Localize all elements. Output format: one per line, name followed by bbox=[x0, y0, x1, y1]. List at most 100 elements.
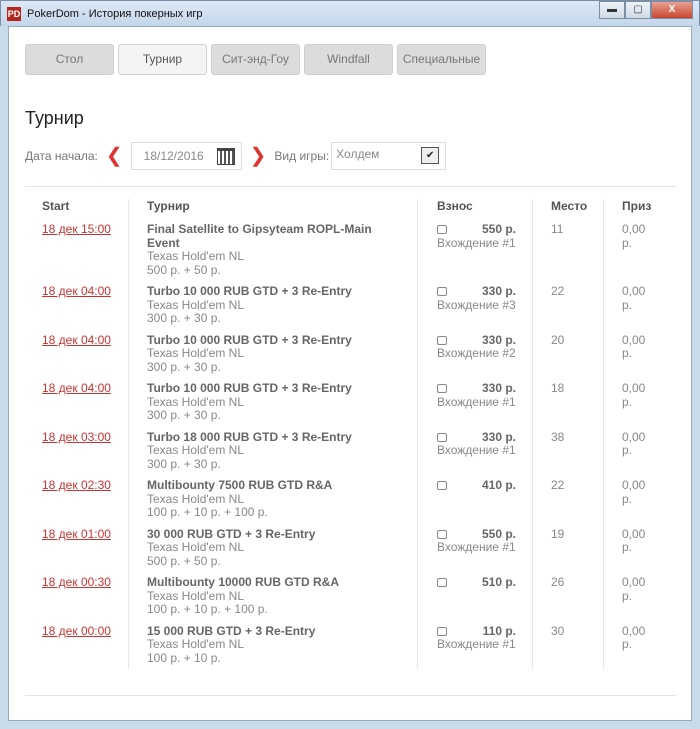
start-time-link[interactable]: 18 дек 04:00 bbox=[42, 284, 111, 298]
buyin-cell: 110 р. Вхождение #1 bbox=[437, 624, 516, 652]
col-place[interactable]: Место bbox=[551, 199, 588, 213]
prize-cell: 0,00 р. bbox=[622, 478, 645, 506]
buyin-breakdown: 100 р. + 10 р. + 100 р. bbox=[147, 602, 268, 616]
place-value: 20 bbox=[551, 332, 565, 347]
start-time-link[interactable]: 18 дек 15:00 bbox=[42, 222, 111, 236]
tab-windfall[interactable]: Windfall bbox=[304, 44, 393, 75]
date-value: 18/12/2016 bbox=[143, 149, 204, 163]
fee-line: 550 р. bbox=[437, 222, 516, 237]
place-value: 19 bbox=[551, 526, 565, 541]
start-time-link[interactable]: 18 дек 03:00 bbox=[42, 429, 111, 444]
fee-line: 330 р. bbox=[437, 333, 516, 348]
prize-currency: р. bbox=[622, 235, 633, 250]
prize-currency: р. bbox=[622, 443, 633, 457]
buyin-breakdown: 300 р. + 30 р. bbox=[147, 408, 221, 422]
table-row[interactable]: 18 дек 02:30 Multibounty 7500 RUB GTD R&A… bbox=[25, 478, 676, 528]
table-row[interactable]: 18 дек 00:30 Multibounty 10000 RUB GTD R&… bbox=[25, 575, 676, 625]
buyin-cell: 330 р. Вхождение #1 bbox=[437, 430, 516, 458]
table-row[interactable]: 18 дек 04:00 Turbo 10 000 RUB GTD + 3 Re-… bbox=[25, 332, 676, 383]
entry-number: Вхождение #1 bbox=[437, 235, 516, 250]
prize-currency: р. bbox=[622, 394, 633, 409]
fee-line: 330 р. bbox=[437, 381, 516, 396]
game-type-select[interactable]: Холдем ✔ bbox=[331, 142, 447, 170]
buyin-cell: 330 р. Вхождение #2 bbox=[437, 333, 516, 361]
fee-amount: 550 р. bbox=[481, 526, 516, 541]
next-date-chevron-right-icon[interactable]: ❯ bbox=[249, 145, 267, 167]
fee-amount: 410 р. bbox=[481, 478, 516, 492]
table-row[interactable]: 18 дек 03:00 Turbo 18 000 RUB GTD + 3 Re-… bbox=[25, 429, 676, 480]
table-row[interactable]: 18 дек 15:00 Final Satellite to Gipsyteam… bbox=[25, 222, 676, 285]
prize-amount: 0,00 bbox=[622, 381, 646, 395]
close-button[interactable]: X bbox=[651, 1, 693, 19]
tab-tournament[interactable]: Турнир bbox=[118, 44, 207, 75]
start-time-link[interactable]: 18 дек 01:00 bbox=[42, 526, 111, 541]
game-type: Texas Hold'em NL bbox=[147, 540, 244, 554]
col-prize[interactable]: Приз bbox=[622, 199, 652, 213]
tournament-cell: Multibounty 7500 RUB GTD R&A Texas Hold'e… bbox=[147, 478, 427, 520]
tournament-name: Multibounty 7500 RUB GTD R&A bbox=[147, 478, 333, 492]
tournament-table: Start Турнир Взнос Место Приз 18 дек 15:… bbox=[25, 199, 676, 673]
game-type: Texas Hold'em NL bbox=[147, 491, 244, 506]
wallet-icon bbox=[437, 335, 447, 345]
buyin-cell: 410 р. bbox=[437, 478, 516, 493]
window-title: PokerDom - История покерных игр bbox=[27, 8, 203, 20]
tournament-cell: Turbo 10 000 RUB GTD + 3 Re-Entry Texas H… bbox=[147, 381, 427, 423]
buyin-cell: 510 р. bbox=[437, 575, 516, 590]
game-type: Texas Hold'em NL bbox=[147, 443, 244, 457]
tournament-name: Final Satellite to Gipsyteam ROPL-Main bbox=[147, 222, 372, 236]
column-divider bbox=[532, 199, 533, 669]
chevron-down-icon[interactable]: ✔ bbox=[421, 147, 440, 164]
table-header: Start Турнир Взнос Место Приз bbox=[25, 199, 676, 223]
maximize-button[interactable]: ▢ bbox=[625, 1, 651, 19]
table-row[interactable]: 18 дек 04:00 Turbo 10 000 RUB GTD + 3 Re-… bbox=[25, 284, 676, 334]
game-type: Texas Hold'em NL bbox=[147, 346, 244, 360]
tournament-name: 30 000 RUB GTD + 3 Re-Entry bbox=[147, 526, 316, 541]
start-time-link[interactable]: 18 дек 02:30 bbox=[42, 478, 111, 492]
wallet-icon bbox=[437, 481, 447, 490]
date-input[interactable]: 18/12/2016 bbox=[130, 142, 242, 170]
buyin-cell: 330 р. Вхождение #3 bbox=[437, 284, 516, 312]
fee-line: 550 р. bbox=[437, 526, 516, 542]
buyin-breakdown: 300 р. + 30 р. bbox=[147, 311, 221, 325]
fee-amount: 510 р. bbox=[481, 575, 516, 589]
tab-special[interactable]: Специальные bbox=[397, 44, 486, 75]
buyin-breakdown: 100 р. + 10 р. + 100 р. bbox=[147, 505, 268, 519]
entry-number: Вхождение #3 bbox=[437, 297, 516, 312]
prize-currency: р. bbox=[622, 588, 633, 603]
prev-date-chevron-left-icon[interactable]: ❮ bbox=[105, 145, 123, 167]
tournament-name: Turbo 10 000 RUB GTD + 3 Re-Entry bbox=[147, 284, 352, 298]
table-row[interactable]: 18 дек 04:00 Turbo 10 000 RUB GTD + 3 Re-… bbox=[25, 381, 676, 431]
calendar-icon[interactable] bbox=[216, 147, 235, 165]
buyin-cell: 550 р. Вхождение #1 bbox=[437, 222, 516, 250]
tab-sit-and-go[interactable]: Сит-энд-Гоу bbox=[211, 44, 300, 75]
minimize-button[interactable]: ▬ bbox=[599, 1, 625, 19]
col-buyin[interactable]: Взнос bbox=[437, 199, 473, 213]
tournament-cell: Turbo 18 000 RUB GTD + 3 Re-Entry Texas H… bbox=[147, 430, 427, 472]
tournament-name: Turbo 10 000 RUB GTD + 3 Re-Entry bbox=[147, 332, 352, 347]
entry-number: Вхождение #1 bbox=[437, 443, 516, 457]
start-time-link[interactable]: 18 дек 00:00 bbox=[42, 623, 111, 638]
prize-cell: 0,00 р. bbox=[622, 333, 645, 361]
prize-amount: 0,00 bbox=[622, 429, 646, 444]
start-time-link[interactable]: 18 дек 00:30 bbox=[42, 575, 111, 589]
wallet-icon bbox=[437, 287, 447, 296]
wallet-icon bbox=[437, 578, 447, 587]
wallet-icon bbox=[437, 225, 447, 234]
tab-table[interactable]: Стол bbox=[25, 44, 114, 75]
place-value: 30 bbox=[551, 623, 565, 638]
buyin-breakdown: 500 р. + 50 р. bbox=[147, 553, 221, 568]
buyin-breakdown: 300 р. + 30 р. bbox=[147, 456, 221, 471]
col-tournament[interactable]: Турнир bbox=[147, 199, 190, 213]
prize-cell: 0,00 р. bbox=[622, 527, 645, 555]
start-time-link[interactable]: 18 дек 04:00 bbox=[42, 332, 111, 347]
place-value: 18 bbox=[551, 381, 565, 395]
fee-line: 330 р. bbox=[437, 284, 516, 299]
date-label: Дата начала: bbox=[25, 149, 98, 163]
col-start[interactable]: Start bbox=[42, 199, 70, 213]
title-bar: PD PokerDom - История покерных игр ▬ ▢ X bbox=[0, 0, 700, 26]
table-row[interactable]: 18 дек 01:00 30 000 RUB GTD + 3 Re-Entry T… bbox=[25, 526, 676, 577]
prize-cell: 0,00 р. bbox=[622, 381, 646, 409]
start-time-link[interactable]: 18 дек 04:00 bbox=[42, 381, 111, 395]
table-row[interactable]: 18 дек 00:00 15 000 RUB GTD + 3 Re-Entry T… bbox=[25, 623, 676, 674]
tournament-cell: Final Satellite to Gipsyteam ROPL-Main Ev… bbox=[147, 222, 427, 277]
